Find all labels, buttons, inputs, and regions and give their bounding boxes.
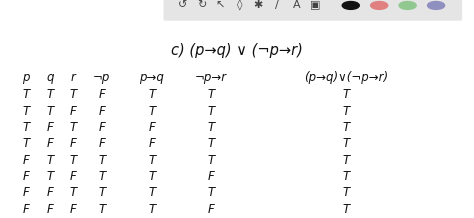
Text: ◊: ◊ (237, 0, 242, 11)
Text: T: T (22, 121, 30, 134)
Text: T: T (98, 154, 106, 167)
Text: p→q: p→q (139, 71, 164, 84)
Circle shape (371, 2, 388, 9)
Text: T: T (70, 186, 77, 199)
Text: F: F (208, 203, 214, 216)
Text: T: T (207, 121, 215, 134)
Text: F: F (46, 121, 53, 134)
Text: F: F (46, 137, 53, 150)
Text: F: F (23, 203, 29, 216)
Text: c) (p→q) ∨ (¬p→r): c) (p→q) ∨ (¬p→r) (171, 43, 303, 58)
Text: F: F (23, 154, 29, 167)
Text: T: T (207, 137, 215, 150)
Text: T: T (342, 137, 350, 150)
Text: F: F (99, 121, 105, 134)
Text: F: F (23, 170, 29, 183)
Text: T: T (22, 105, 30, 118)
Text: p: p (22, 71, 30, 84)
Text: T: T (98, 203, 106, 216)
Text: T: T (46, 88, 54, 101)
Text: F: F (70, 105, 77, 118)
Text: F: F (23, 186, 29, 199)
Text: T: T (148, 105, 155, 118)
Text: T: T (342, 186, 350, 199)
Text: F: F (70, 137, 77, 150)
Text: A: A (292, 0, 300, 10)
Text: T: T (98, 170, 106, 183)
Text: T: T (70, 121, 77, 134)
Text: T: T (148, 203, 155, 216)
Text: ▣: ▣ (310, 0, 320, 10)
Text: F: F (70, 170, 77, 183)
Text: ↺: ↺ (178, 0, 187, 10)
Text: T: T (148, 154, 155, 167)
Text: F: F (148, 121, 155, 134)
Text: (p→q)∨(¬p→r): (p→q)∨(¬p→r) (304, 71, 388, 84)
Text: T: T (46, 154, 54, 167)
Text: T: T (342, 170, 350, 183)
Text: F: F (99, 137, 105, 150)
Text: ¬p→r: ¬p→r (195, 71, 227, 84)
Text: T: T (148, 186, 155, 199)
Circle shape (342, 2, 359, 9)
Text: F: F (46, 186, 53, 199)
Text: ↻: ↻ (197, 0, 206, 10)
Text: ✱: ✱ (254, 0, 263, 10)
Text: T: T (148, 170, 155, 183)
Text: T: T (342, 203, 350, 216)
Text: T: T (22, 88, 30, 101)
Text: T: T (46, 170, 54, 183)
Text: T: T (22, 137, 30, 150)
Text: T: T (207, 105, 215, 118)
Text: F: F (99, 88, 105, 101)
Text: F: F (208, 170, 214, 183)
Text: F: F (70, 203, 77, 216)
Text: F: F (46, 203, 53, 216)
FancyBboxPatch shape (164, 0, 462, 21)
Text: q: q (46, 71, 54, 84)
Text: T: T (342, 105, 350, 118)
Text: T: T (46, 105, 54, 118)
Text: /: / (275, 0, 279, 10)
Circle shape (399, 2, 416, 9)
Text: T: T (148, 88, 155, 101)
Text: r: r (71, 71, 76, 84)
Text: T: T (342, 154, 350, 167)
Text: F: F (148, 137, 155, 150)
Text: T: T (98, 186, 106, 199)
Text: ↖: ↖ (216, 0, 225, 10)
Text: T: T (207, 88, 215, 101)
Text: T: T (70, 154, 77, 167)
Text: T: T (70, 88, 77, 101)
Text: F: F (99, 105, 105, 118)
Text: T: T (342, 88, 350, 101)
Text: ¬p: ¬p (93, 71, 110, 84)
Text: T: T (207, 154, 215, 167)
Text: T: T (207, 186, 215, 199)
Circle shape (428, 2, 445, 9)
Text: T: T (342, 121, 350, 134)
